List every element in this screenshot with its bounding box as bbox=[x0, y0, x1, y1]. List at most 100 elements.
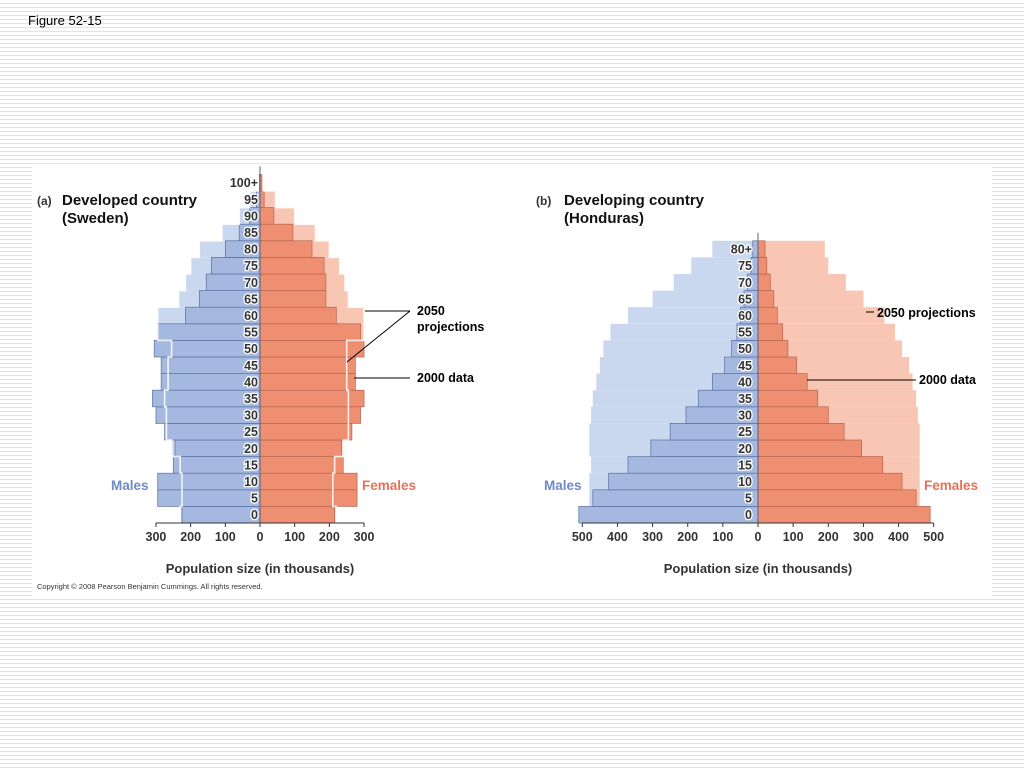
data-bar-male-5 bbox=[157, 489, 261, 507]
age-label-60: 60 bbox=[244, 309, 258, 323]
data-bar-female-0 bbox=[757, 506, 931, 524]
x-tick-label-8: 300 bbox=[853, 530, 874, 544]
data-bar-female-90 bbox=[259, 207, 275, 225]
panel-tag: (a) bbox=[37, 194, 52, 208]
data-bar-female-0 bbox=[259, 506, 335, 524]
data-bar-female-25 bbox=[757, 423, 845, 441]
population-pyramids: 0510152025303540455055606570758085909510… bbox=[37, 166, 978, 576]
x-tick-label-6: 100 bbox=[783, 530, 804, 544]
projection-bar-female-75 bbox=[758, 257, 829, 274]
age-label-50: 50 bbox=[738, 342, 752, 356]
age-label-10: 10 bbox=[244, 475, 258, 489]
projection-outline-male bbox=[156, 174, 260, 523]
projection-bar-female-80+ bbox=[758, 240, 825, 258]
data-bar-female-30 bbox=[757, 406, 829, 424]
age-label-0: 0 bbox=[251, 508, 258, 522]
x-axis-title: Population size (in thousands) bbox=[664, 561, 853, 576]
projection-bar-male-95 bbox=[249, 191, 260, 208]
age-label-15: 15 bbox=[738, 458, 752, 472]
x-tick-label-2: 300 bbox=[642, 530, 663, 544]
age-label-60: 60 bbox=[738, 309, 752, 323]
data-bar-female-20 bbox=[757, 439, 863, 457]
projection-bar-male-65 bbox=[652, 290, 758, 308]
panel-title-line-1: (Sweden) bbox=[62, 210, 129, 227]
data-bar-female-70 bbox=[757, 273, 771, 291]
x-tick-label-0: 500 bbox=[572, 530, 593, 544]
age-label-30: 30 bbox=[738, 409, 752, 423]
data-bar-female-20 bbox=[259, 439, 342, 457]
x-axis-title: Population size (in thousands) bbox=[166, 561, 355, 576]
panel-title-line-0: Developed country bbox=[62, 192, 198, 209]
data-bar-female-10 bbox=[259, 472, 358, 491]
data-bar-female-75 bbox=[259, 257, 325, 275]
data-bar-female-50 bbox=[757, 340, 789, 358]
annotation-pointer-projections-a bbox=[346, 310, 411, 363]
age-label-70: 70 bbox=[244, 276, 258, 290]
x-tick-label-1: 400 bbox=[607, 530, 628, 544]
data-bar-female-15 bbox=[259, 456, 344, 474]
data-bar-female-65 bbox=[757, 290, 775, 308]
x-tick-label-5: 0 bbox=[755, 530, 762, 544]
data-bar-female-55 bbox=[757, 323, 783, 341]
data-bar-male-5 bbox=[592, 489, 759, 507]
x-tick-label-3: 200 bbox=[677, 530, 698, 544]
age-label-65: 65 bbox=[244, 292, 258, 306]
data-bar-male-0 bbox=[181, 506, 261, 524]
projection-bar-female-55 bbox=[758, 323, 896, 341]
x-tick-label-4: 100 bbox=[712, 530, 733, 544]
data-bar-female-45 bbox=[259, 356, 356, 374]
x-tick-label-1: 200 bbox=[180, 530, 201, 544]
x-tick-label-6: 300 bbox=[354, 530, 375, 544]
panel-tag: (b) bbox=[536, 194, 551, 208]
age-label-20: 20 bbox=[244, 442, 258, 456]
age-label-80: 80 bbox=[244, 243, 258, 257]
figure-panel: 0 5 10 15 20 25 30 35 40 45 50 55 60 65 70 75 80 85 90 95 10… bbox=[32, 166, 992, 598]
age-label-95: 95 bbox=[244, 193, 258, 207]
females-label: Females bbox=[362, 478, 416, 493]
age-label-10: 10 bbox=[738, 475, 752, 489]
projection-bar-female-65 bbox=[758, 290, 864, 308]
data-bar-male-10 bbox=[608, 472, 759, 491]
data-bar-female-85 bbox=[259, 223, 294, 242]
data-bar-female-5 bbox=[757, 489, 917, 507]
x-tick-label-5: 200 bbox=[319, 530, 340, 544]
x-tick-label-2: 100 bbox=[215, 530, 236, 544]
data-bar-female-60 bbox=[259, 306, 337, 325]
age-label-40: 40 bbox=[738, 375, 752, 389]
age-label-35: 35 bbox=[738, 392, 752, 406]
data-bar-female-25 bbox=[259, 423, 353, 441]
data-bar-female-15 bbox=[757, 456, 884, 474]
age-label-5: 5 bbox=[745, 492, 752, 506]
age-label-20: 20 bbox=[738, 442, 752, 456]
data-bar-female-50 bbox=[259, 340, 365, 358]
data-bar-female-40 bbox=[259, 373, 356, 391]
age-label-35: 35 bbox=[244, 392, 258, 406]
males-label: Males bbox=[544, 478, 582, 493]
age-label-0: 0 bbox=[745, 508, 752, 522]
data-bar-female-80 bbox=[259, 240, 313, 258]
data-bar-female-75 bbox=[757, 257, 768, 275]
x-tick-label-0: 300 bbox=[146, 530, 167, 544]
age-label-90: 90 bbox=[244, 209, 258, 223]
data-bar-female-10 bbox=[757, 472, 903, 491]
annotation-projections-a-line-0: 2050 bbox=[417, 304, 445, 318]
age-label-70: 70 bbox=[738, 276, 752, 290]
age-label-5: 5 bbox=[251, 492, 258, 506]
data-bar-male-80+ bbox=[752, 240, 759, 258]
data-bar-female-45 bbox=[757, 356, 798, 374]
figure-label: Figure 52-15 bbox=[28, 13, 102, 28]
age-label-30: 30 bbox=[244, 409, 258, 423]
data-bar-female-5 bbox=[259, 489, 358, 507]
age-label-100+: 100+ bbox=[230, 176, 258, 190]
data-bar-male-0 bbox=[578, 506, 759, 524]
data-bar-male-75 bbox=[750, 257, 759, 275]
projection-bar-male-50 bbox=[603, 340, 758, 357]
data-bar-female-60 bbox=[757, 306, 778, 325]
x-tick-label-10: 500 bbox=[923, 530, 944, 544]
data-bar-female-35 bbox=[757, 389, 819, 408]
age-label-25: 25 bbox=[738, 425, 752, 439]
x-tick-label-9: 400 bbox=[888, 530, 909, 544]
age-label-50: 50 bbox=[244, 342, 258, 356]
age-label-55: 55 bbox=[244, 326, 258, 340]
annotation-data-a: 2000 data bbox=[417, 371, 475, 385]
